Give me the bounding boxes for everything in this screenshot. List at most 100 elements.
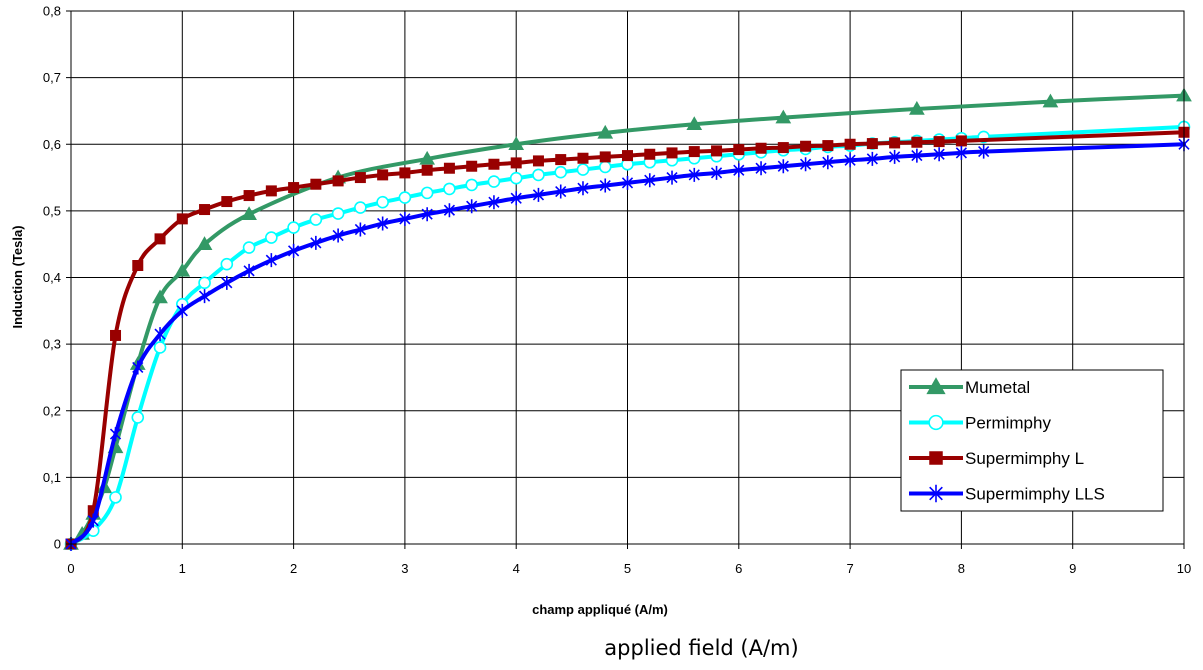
data-point bbox=[265, 185, 277, 197]
data-point bbox=[555, 154, 567, 166]
data-point bbox=[287, 221, 300, 234]
x-tick-label: 1 bbox=[179, 561, 186, 576]
data-point bbox=[733, 144, 745, 156]
data-point bbox=[686, 116, 703, 131]
x-tick-label: 5 bbox=[624, 561, 631, 576]
legend-label: Mumetal bbox=[965, 378, 1030, 397]
data-point bbox=[777, 159, 789, 174]
data-point bbox=[666, 170, 678, 185]
y-tick-label: 0,7 bbox=[43, 70, 61, 85]
x-tick-label: 8 bbox=[958, 561, 965, 576]
data-point bbox=[420, 186, 434, 200]
legend-label: Supermimphy L bbox=[965, 449, 1084, 468]
x-tick-label: 9 bbox=[1069, 561, 1076, 576]
data-point bbox=[733, 163, 745, 178]
data-point bbox=[152, 289, 168, 304]
data-point bbox=[398, 191, 412, 204]
data-point bbox=[622, 150, 633, 162]
data-point bbox=[332, 175, 344, 187]
data-point bbox=[419, 150, 436, 165]
data-point bbox=[933, 147, 945, 162]
data-point bbox=[310, 178, 322, 190]
data-point bbox=[242, 241, 256, 254]
y-tick-label: 0,5 bbox=[43, 203, 61, 218]
data-point bbox=[644, 173, 656, 188]
data-point bbox=[331, 207, 345, 220]
y-tick-label: 0,2 bbox=[43, 403, 61, 418]
data-point bbox=[376, 195, 389, 209]
data-point bbox=[755, 161, 767, 176]
data-point bbox=[955, 135, 967, 147]
data-point bbox=[466, 199, 478, 214]
data-point bbox=[110, 329, 122, 341]
data-point bbox=[154, 327, 166, 342]
data-point bbox=[978, 144, 990, 159]
y-tick-label: 0,6 bbox=[43, 137, 61, 152]
data-point bbox=[288, 182, 300, 194]
data-point bbox=[532, 168, 545, 182]
data-point bbox=[576, 163, 590, 176]
data-point bbox=[926, 377, 946, 395]
y-axis-title: Induction (Tesla) bbox=[10, 225, 25, 328]
data-point bbox=[688, 167, 700, 182]
data-point bbox=[598, 160, 612, 174]
data-point bbox=[176, 213, 188, 225]
data-point bbox=[866, 138, 878, 150]
data-point bbox=[132, 260, 144, 272]
data-point bbox=[866, 151, 878, 166]
data-point bbox=[332, 228, 344, 243]
y-tick-label: 0,4 bbox=[43, 270, 61, 285]
data-point bbox=[644, 148, 656, 160]
caption: applied field (A/m) bbox=[604, 636, 799, 660]
data-point bbox=[465, 178, 478, 192]
data-point bbox=[310, 235, 322, 250]
x-tick-label: 10 bbox=[1177, 561, 1191, 576]
x-tick-label: 7 bbox=[846, 561, 853, 576]
data-point bbox=[822, 155, 834, 170]
legend-label: Permimphy bbox=[965, 414, 1051, 433]
data-point bbox=[889, 137, 901, 149]
data-point bbox=[911, 136, 923, 148]
x-tick-label: 0 bbox=[67, 561, 74, 576]
data-point bbox=[688, 146, 700, 158]
x-axis-title: champ appliqué (A/m) bbox=[532, 602, 668, 617]
data-point bbox=[928, 414, 944, 431]
data-point bbox=[755, 142, 767, 154]
data-point bbox=[399, 211, 411, 226]
x-tick-label: 6 bbox=[735, 561, 742, 576]
data-point bbox=[487, 175, 501, 188]
series-layer bbox=[63, 87, 1192, 551]
data-point bbox=[777, 142, 789, 154]
data-point bbox=[508, 136, 525, 150]
data-point bbox=[174, 262, 191, 277]
data-point bbox=[844, 153, 856, 168]
data-point bbox=[131, 411, 145, 424]
data-point bbox=[221, 275, 233, 290]
data-point bbox=[153, 341, 167, 354]
y-tick-label: 0,8 bbox=[43, 4, 61, 19]
data-point bbox=[775, 109, 792, 124]
data-point bbox=[176, 303, 188, 318]
data-point bbox=[822, 140, 834, 152]
data-point bbox=[109, 491, 122, 504]
data-point bbox=[1042, 93, 1059, 108]
data-point bbox=[466, 160, 478, 172]
data-point bbox=[354, 172, 366, 184]
data-point bbox=[265, 253, 277, 268]
data-point bbox=[198, 289, 211, 304]
data-point bbox=[488, 195, 500, 210]
data-point bbox=[132, 360, 144, 375]
data-point bbox=[287, 243, 300, 258]
data-point bbox=[577, 181, 589, 196]
data-point bbox=[265, 231, 278, 244]
data-point bbox=[196, 236, 213, 250]
x-tick-label: 2 bbox=[290, 561, 297, 576]
data-point bbox=[354, 201, 367, 214]
data-point bbox=[597, 124, 614, 139]
data-point bbox=[510, 191, 522, 206]
data-point bbox=[554, 165, 568, 179]
data-point bbox=[909, 100, 925, 115]
data-point bbox=[443, 203, 456, 218]
data-point bbox=[599, 151, 611, 163]
